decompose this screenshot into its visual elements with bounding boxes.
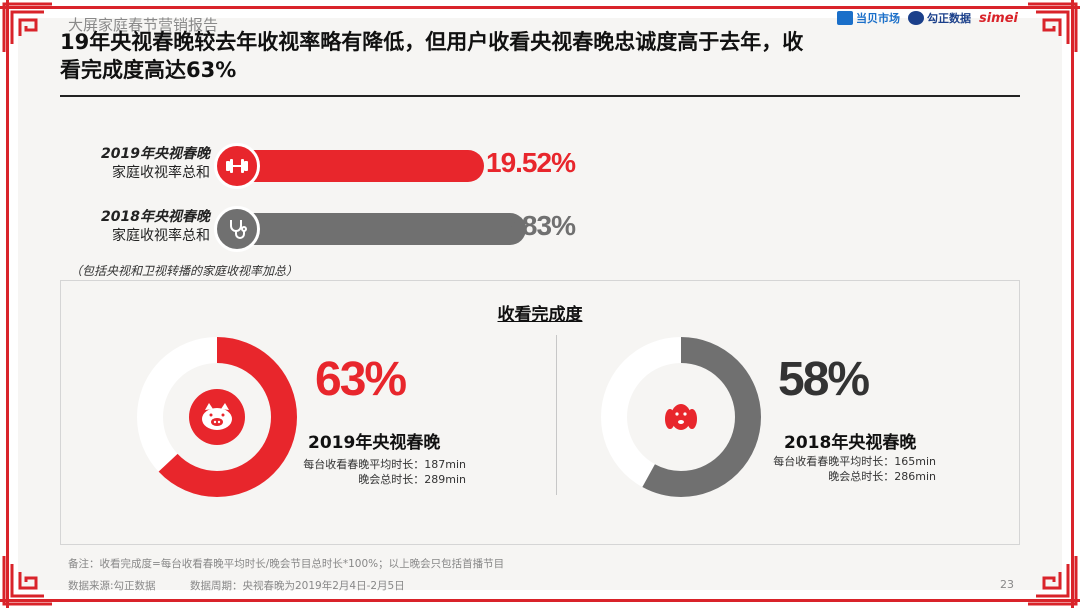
bar-2019 bbox=[236, 150, 484, 182]
dangbei-logo-mark bbox=[836, 11, 853, 25]
corner-ornament-top-right bbox=[1024, 0, 1080, 56]
bar-footnote: （包括央视和卫视转播的家庭收视率加总） bbox=[70, 264, 299, 278]
donut-2019 bbox=[137, 337, 297, 497]
title-rule bbox=[60, 95, 1020, 97]
pig-icon bbox=[202, 403, 232, 430]
completion-stats-2018: 每台收看春晚平均时长：165min 晚会总时长：286min bbox=[750, 454, 936, 484]
donut-2019-arc bbox=[137, 337, 297, 497]
completion-title: 收看完成度 bbox=[497, 305, 583, 325]
corner-ornament-bottom-right bbox=[1024, 552, 1080, 608]
completion-pct-2018: 58% bbox=[778, 353, 870, 406]
bar-year-label: 2019年央视春晚 bbox=[101, 146, 210, 162]
simei-logo: simei bbox=[978, 10, 1018, 26]
completion-title-2019: 2019年央视春晚 bbox=[308, 433, 441, 453]
donut-2018 bbox=[601, 337, 761, 497]
completion-pct-2019: 63% bbox=[315, 353, 407, 406]
dangbei-logo: 当贝市场 bbox=[836, 10, 900, 26]
data-period: 数据周期：央视春晚为2019年2月4日-2月5日 bbox=[190, 580, 405, 592]
page-title-line2: 看完成度高达63% bbox=[60, 58, 237, 82]
bar-2018 bbox=[236, 213, 526, 245]
completion-stats-2019: 每台收看春晚平均时长：187min 晚会总时长：289min bbox=[290, 457, 466, 487]
corner-ornament-top-left bbox=[0, 0, 56, 56]
logo-group: 当贝市场 勾正数据 simei bbox=[836, 10, 1018, 26]
corner-ornament-bottom-left bbox=[0, 552, 56, 608]
total-duration-value: 286min bbox=[894, 470, 936, 483]
avg-duration-label: 每台收看春晚平均时长： bbox=[773, 455, 895, 468]
total-duration-row: 晚会总时长：286min bbox=[750, 469, 936, 484]
dangbei-logo-text: 当贝市场 bbox=[855, 12, 900, 25]
bar-year-label: 2018年央视春晚 bbox=[101, 209, 210, 225]
page-title: 19年央视春晚较去年收视率略有降低，但用户收看央视春晚忠诚度高于去年，收 看完成… bbox=[60, 28, 980, 84]
gouzheng-logo-mark bbox=[907, 11, 924, 25]
bar-value-2018: 22.83% bbox=[486, 210, 576, 241]
frame-bottom bbox=[0, 599, 1080, 602]
page-number: 23 bbox=[1000, 578, 1014, 591]
bar-label-2018: 2018年央视春晚 家庭收视率总和 bbox=[60, 208, 210, 246]
frame-left bbox=[6, 0, 9, 608]
stethoscope-icon bbox=[214, 206, 260, 252]
avg-duration-row: 每台收看春晚平均时长：165min bbox=[750, 454, 936, 469]
panel-divider bbox=[556, 335, 557, 495]
bar-row-2018: 2018年央视春晚 家庭收视率总和 22.83% bbox=[60, 204, 580, 254]
dog-icon bbox=[665, 404, 697, 430]
total-duration-row: 晚会总时长：289min bbox=[290, 472, 466, 487]
bar-desc-label: 家庭收视率总和 bbox=[112, 228, 210, 244]
gouzheng-logo-text: 勾正数据 bbox=[926, 12, 971, 25]
dumbbell-icon bbox=[214, 143, 260, 189]
donut-2018-arc bbox=[601, 337, 761, 497]
data-source: 数据来源:勾正数据 bbox=[68, 580, 156, 592]
bar-row-2019: 2019年央视春晚 家庭收视率总和 19.52% bbox=[60, 141, 580, 191]
gouzheng-logo: 勾正数据 bbox=[907, 10, 971, 26]
bar-label-2019: 2019年央视春晚 家庭收视率总和 bbox=[60, 145, 210, 183]
total-duration-value: 289min bbox=[424, 473, 466, 486]
frame-top bbox=[0, 6, 1080, 9]
report-subtitle: 大屏家庭春节营销报告 bbox=[68, 16, 219, 34]
avg-duration-label: 每台收看春晚平均时长： bbox=[303, 458, 425, 471]
bar-desc-label: 家庭收视率总和 bbox=[112, 165, 210, 181]
completion-title-2018: 2018年央视春晚 bbox=[784, 433, 917, 453]
page-title-line1: 19年央视春晚较去年收视率略有降低，但用户收看央视春晚忠诚度高于去年，收 bbox=[60, 30, 804, 54]
total-duration-label: 晚会总时长： bbox=[828, 470, 895, 483]
avg-duration-value: 165min bbox=[894, 455, 936, 468]
formula-note: 备注：收看完成度=每台收看春晚平均时长/晚会节目总时长*100%；以上晚会只包括… bbox=[68, 558, 505, 570]
avg-duration-value: 187min bbox=[424, 458, 466, 471]
bar-value-2019: 19.52% bbox=[486, 147, 576, 178]
total-duration-label: 晚会总时长： bbox=[358, 473, 425, 486]
avg-duration-row: 每台收看春晚平均时长：187min bbox=[290, 457, 466, 472]
frame-right bbox=[1071, 0, 1074, 608]
